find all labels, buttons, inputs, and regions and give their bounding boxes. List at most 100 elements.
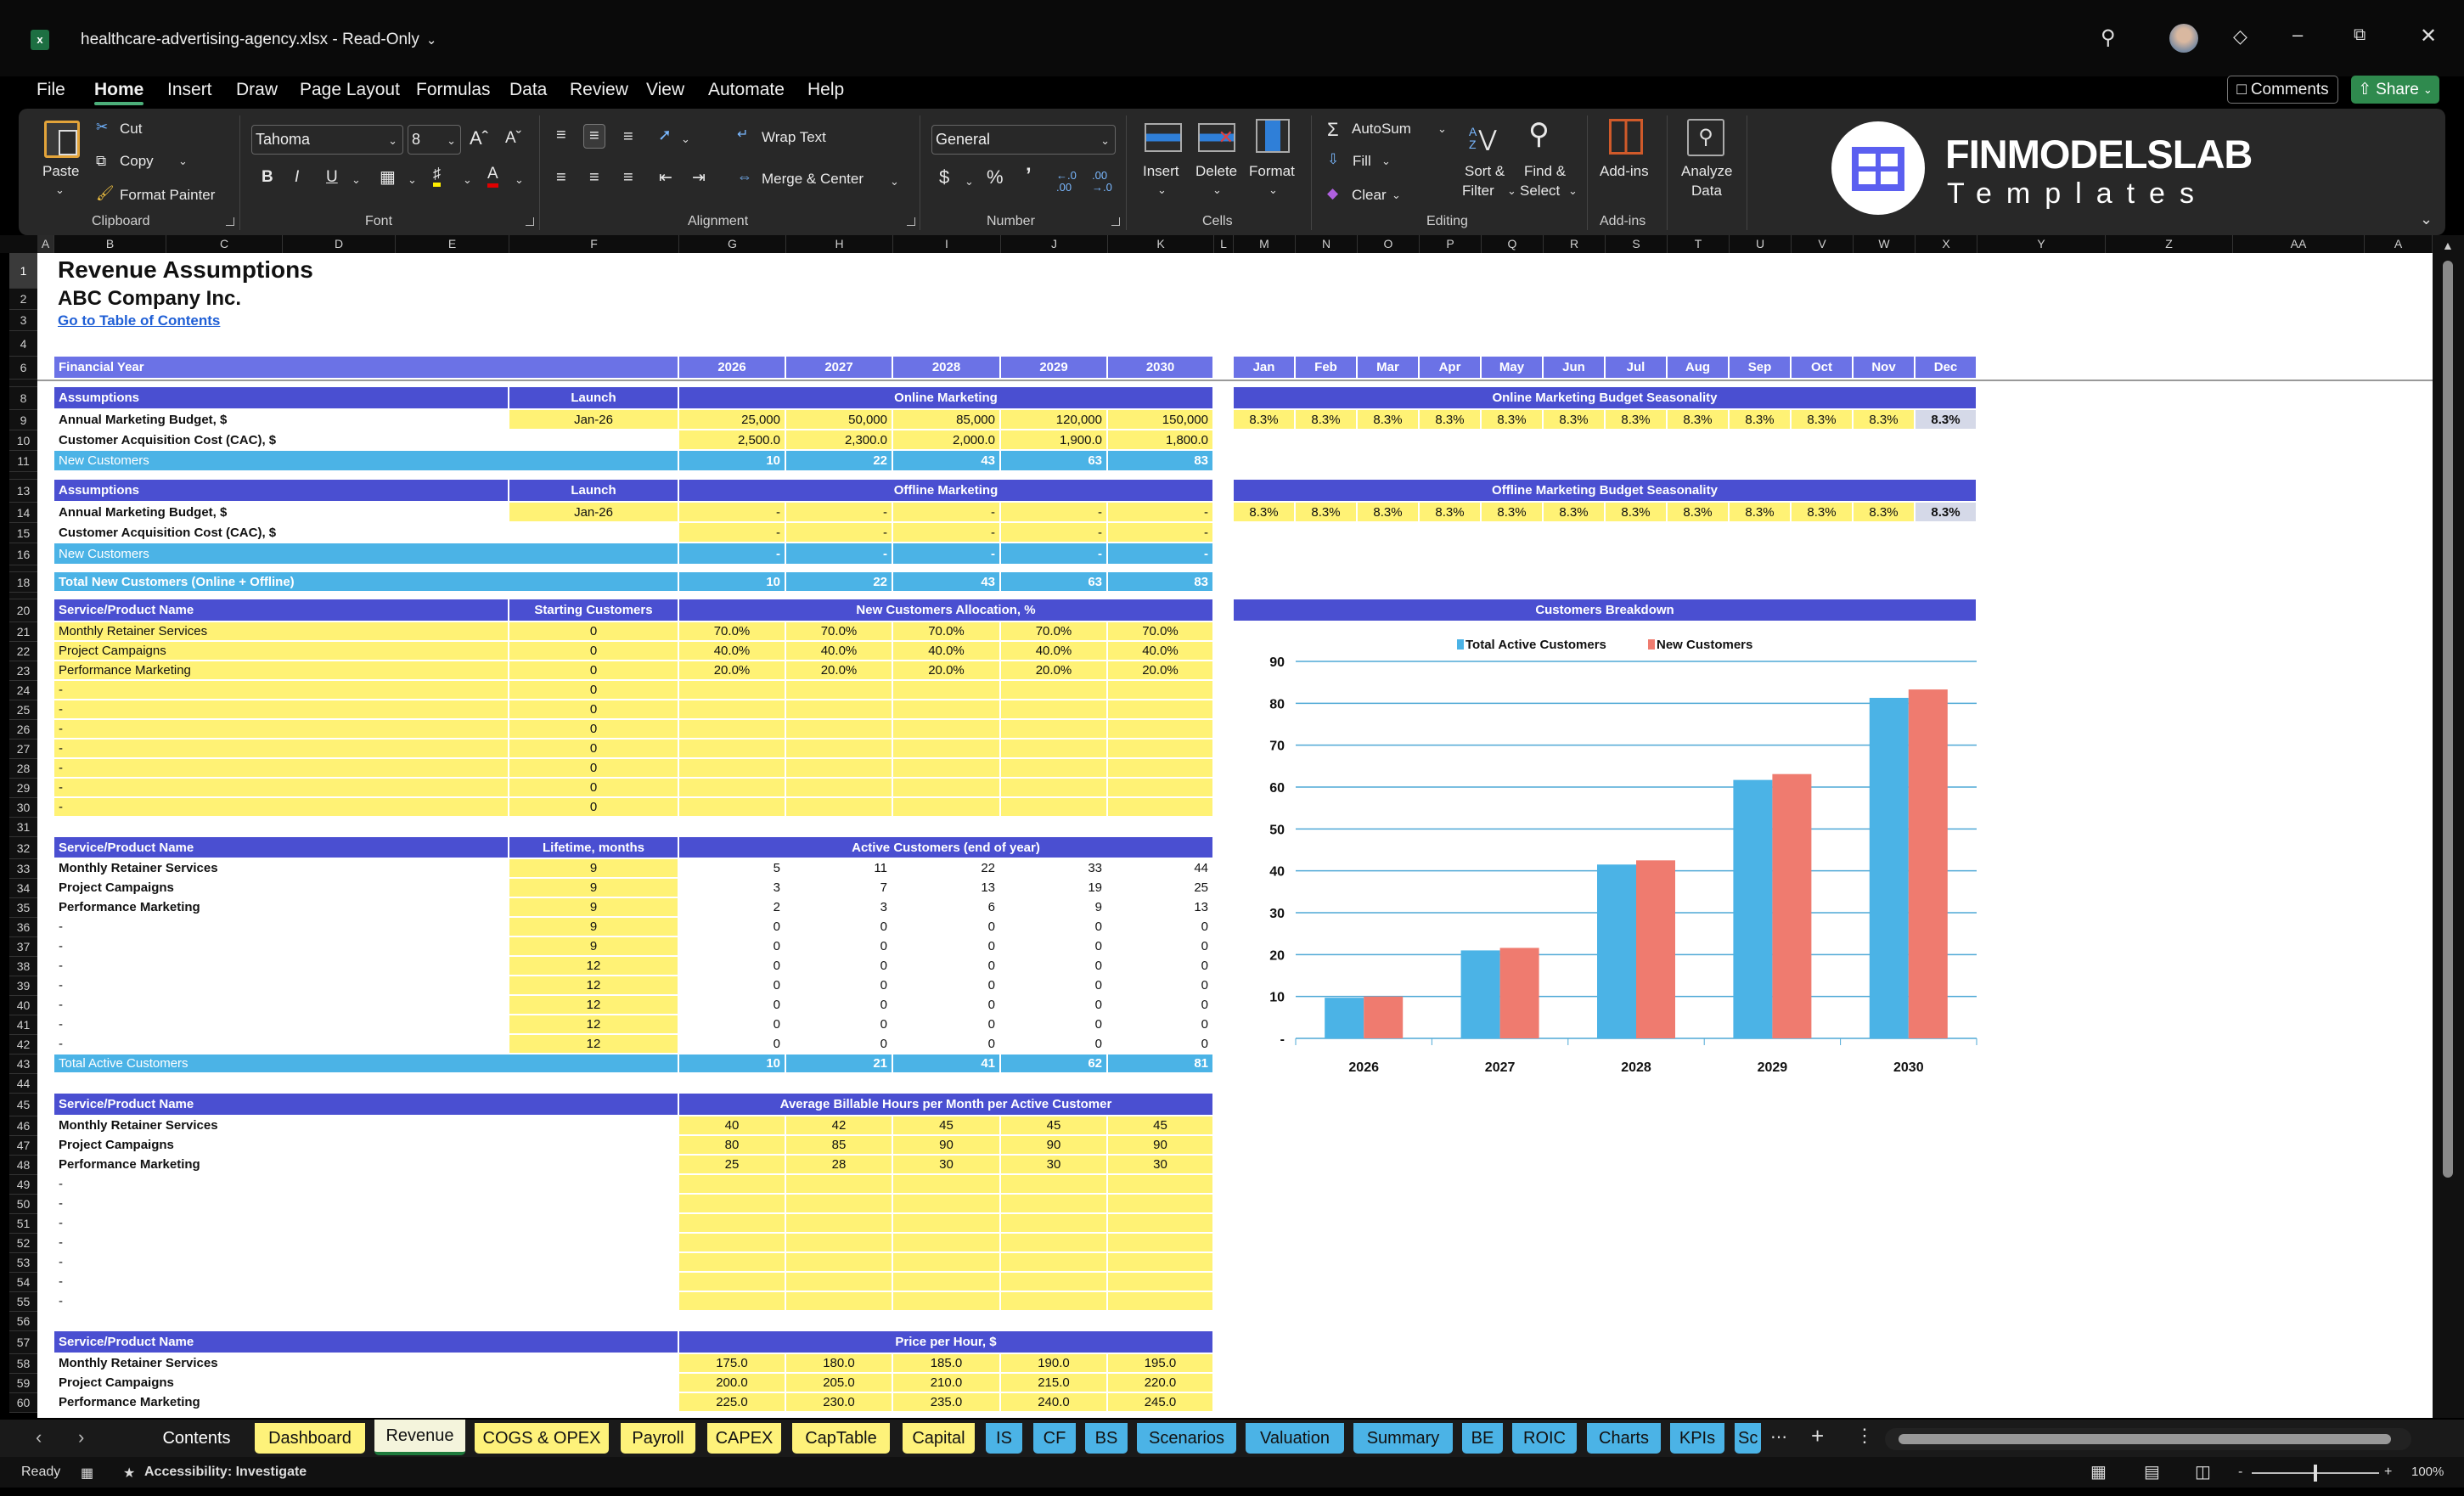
new-customers-value[interactable]: 10 xyxy=(679,451,786,472)
price-per-hour-cell[interactable]: 185.0 xyxy=(893,1354,1001,1374)
row-header[interactable]: 45 xyxy=(9,1094,37,1116)
bold-icon[interactable]: B xyxy=(262,168,273,186)
launch-cell[interactable] xyxy=(509,430,679,451)
number-dialog-launcher[interactable] xyxy=(1111,217,1120,226)
font-size-select[interactable]: 8 ⌄ xyxy=(408,125,461,155)
year-header-2030[interactable]: 2030 xyxy=(1108,357,1214,380)
fill-button[interactable]: Fill xyxy=(1353,153,1371,169)
row-header[interactable] xyxy=(9,472,37,480)
italic-icon[interactable]: I xyxy=(295,168,300,186)
column-header-a[interactable]: A xyxy=(37,235,54,253)
active-customers-cell[interactable]: 0 xyxy=(679,918,786,937)
billable-hours-cell[interactable] xyxy=(1108,1214,1214,1234)
input-cell[interactable]: 50,000 xyxy=(786,410,893,430)
row-label[interactable]: Customer Acquisition Cost (CAC), $ xyxy=(54,430,509,451)
avatar[interactable] xyxy=(2169,24,2198,53)
column-header-l[interactable]: L xyxy=(1214,235,1234,253)
restore-icon[interactable]: ⧉ xyxy=(2354,25,2366,44)
column-header-h[interactable]: H xyxy=(786,235,893,253)
lifetime-cell[interactable]: 9 xyxy=(509,918,679,937)
allocation-cell[interactable] xyxy=(893,798,1001,818)
allocation-cell[interactable]: 20.0% xyxy=(786,661,893,681)
allocation-cell[interactable]: 70.0% xyxy=(1001,622,1108,642)
service-name-cell[interactable]: - xyxy=(54,1015,509,1035)
service-name-cell[interactable]: Monthly Retainer Services xyxy=(54,859,509,879)
row-header[interactable]: 41 xyxy=(9,1015,37,1035)
billable-hours-cell[interactable] xyxy=(1001,1195,1108,1214)
merge-dropdown-icon[interactable]: ⌄ xyxy=(890,175,899,188)
active-customers-cell[interactable]: 7 xyxy=(786,879,893,898)
clear-button[interactable]: Clear xyxy=(1352,187,1387,203)
seasonality-cell[interactable]: 8.3% xyxy=(1668,410,1730,430)
month-header-sep[interactable]: Sep xyxy=(1730,357,1792,380)
new-customers-value[interactable]: - xyxy=(1108,543,1214,565)
billable-hours-cell[interactable] xyxy=(679,1234,786,1253)
minimize-icon[interactable]: – xyxy=(2292,24,2304,45)
seasonality-cell[interactable]: 8.3% xyxy=(1606,410,1668,430)
row-header[interactable]: 46 xyxy=(9,1116,37,1136)
price-per-hour-cell[interactable]: 210.0 xyxy=(893,1374,1001,1393)
row-header[interactable]: 14 xyxy=(9,503,37,523)
row-header[interactable]: 29 xyxy=(9,779,37,798)
row-header[interactable]: 40 xyxy=(9,996,37,1015)
active-customers-cell[interactable]: 0 xyxy=(893,1035,1001,1055)
find-select-button-line2[interactable]: Select xyxy=(1520,183,1561,199)
active-customers-cell[interactable]: 0 xyxy=(679,1035,786,1055)
active-customers-cell[interactable]: 0 xyxy=(786,937,893,957)
seasonality-cell[interactable]: 8.3% xyxy=(1730,503,1792,523)
ribbon-collapse-icon[interactable]: ⌄ xyxy=(2420,211,2433,228)
row-header[interactable]: 52 xyxy=(9,1234,37,1253)
active-customers-cell[interactable]: 0 xyxy=(786,1015,893,1035)
worksheet[interactable]: Revenue Assumptions ABC Company Inc. Go to… xyxy=(37,253,2433,1418)
decrease-decimal-icon[interactable]: .00 →.0 xyxy=(1092,169,1112,194)
row-header[interactable]: 15 xyxy=(9,523,37,543)
search-icon[interactable]: ⚲ xyxy=(2101,26,2116,49)
column-header-i[interactable]: I xyxy=(893,235,1001,253)
year-header-2026[interactable]: 2026 xyxy=(679,357,786,380)
billable-hours-cell[interactable] xyxy=(1108,1273,1214,1292)
insert-button[interactable]: Insert xyxy=(1143,163,1179,179)
row-header[interactable]: 32 xyxy=(9,837,37,859)
row-header[interactable]: 59 xyxy=(9,1374,37,1393)
menu-review[interactable]: Review xyxy=(570,80,628,99)
month-header-jul[interactable]: Jul xyxy=(1606,357,1668,380)
borders-icon[interactable]: ▦ xyxy=(380,168,396,187)
active-customers-cell[interactable]: 25 xyxy=(1108,879,1214,898)
underline-icon[interactable]: U xyxy=(326,168,338,186)
billable-hours-cell[interactable]: 45 xyxy=(1108,1116,1214,1136)
column-header-d[interactable]: D xyxy=(283,235,396,253)
row-header[interactable]: 22 xyxy=(9,642,37,661)
active-customers-cell[interactable]: 0 xyxy=(786,918,893,937)
borders-dropdown-icon[interactable]: ⌄ xyxy=(408,173,417,186)
allocation-cell[interactable] xyxy=(786,740,893,759)
billable-hours-cell[interactable]: 28 xyxy=(786,1156,893,1175)
clipboard-dialog-launcher[interactable] xyxy=(226,217,234,226)
service-name-cell[interactable]: Monthly Retainer Services xyxy=(54,622,509,642)
input-cell[interactable]: 1,900.0 xyxy=(1001,430,1108,451)
service-name-cell[interactable]: - xyxy=(54,759,509,779)
row-header[interactable]: 53 xyxy=(9,1253,37,1273)
allocation-cell[interactable]: 20.0% xyxy=(1001,661,1108,681)
lifetime-cell[interactable]: 9 xyxy=(509,898,679,918)
paste-dropdown-icon[interactable]: ⌄ xyxy=(55,183,65,196)
service-name-cell[interactable]: Performance Marketing xyxy=(54,661,509,681)
page-layout-view-icon[interactable]: ▤ xyxy=(2144,1463,2160,1482)
share-button[interactable]: ⇧ Share ⌄ xyxy=(2351,76,2439,104)
row-header[interactable]: 30 xyxy=(9,798,37,818)
service-name-cell[interactable]: - xyxy=(54,1292,679,1312)
price-per-hour-cell[interactable]: 220.0 xyxy=(1108,1374,1214,1393)
row-header[interactable]: 20 xyxy=(9,599,37,622)
row-header[interactable]: 28 xyxy=(9,759,37,779)
price-per-hour-cell[interactable]: 240.0 xyxy=(1001,1393,1108,1413)
month-header-jun[interactable]: Jun xyxy=(1544,357,1606,380)
autosum-dropdown-icon[interactable]: ⌄ xyxy=(1437,122,1447,135)
input-cell[interactable]: 2,500.0 xyxy=(679,430,786,451)
seasonality-cell[interactable]: 8.3% xyxy=(1916,410,1977,430)
row-header[interactable]: 47 xyxy=(9,1136,37,1156)
billable-hours-cell[interactable] xyxy=(1108,1175,1214,1195)
allocation-cell[interactable]: 40.0% xyxy=(893,642,1001,661)
active-customers-cell[interactable]: 3 xyxy=(679,879,786,898)
new-customers-value[interactable]: - xyxy=(1001,543,1108,565)
row-header[interactable]: 55 xyxy=(9,1292,37,1312)
row-header[interactable]: 56 xyxy=(9,1312,37,1331)
